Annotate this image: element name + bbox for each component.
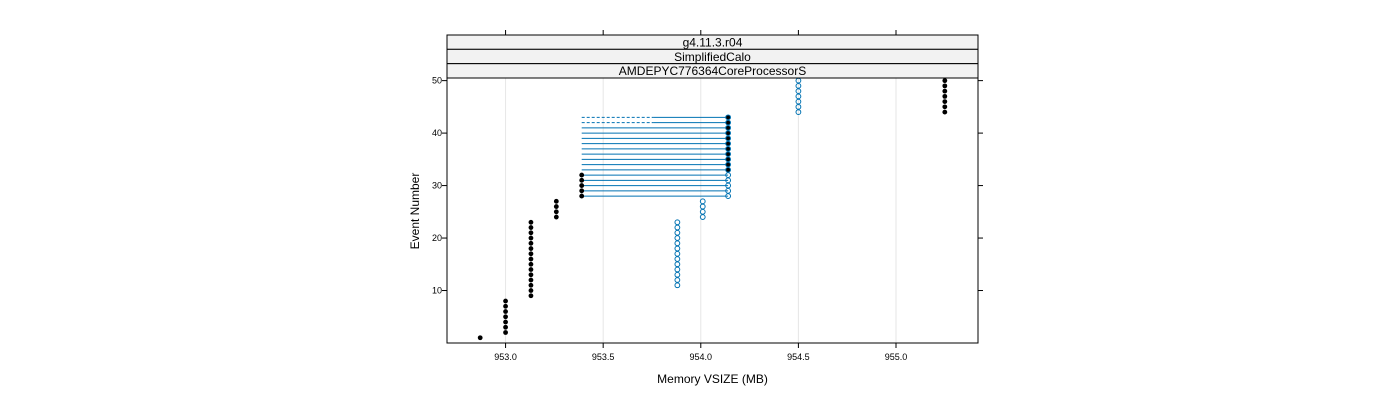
point-blue-6 — [674, 250, 681, 257]
point-black-40 — [725, 125, 731, 131]
strip-2-label: SimplifiedCalo — [674, 50, 751, 64]
point-blue-1 — [674, 277, 681, 283]
point-black-12 — [528, 272, 534, 278]
point-black-44 — [942, 104, 948, 110]
point-black-34 — [725, 156, 731, 162]
point-black-13 — [528, 267, 534, 272]
point-black-37 — [725, 141, 731, 146]
x-axis: 953.0 953.5 954.0 954.5 955.0 — [494, 30, 907, 362]
point-black-33 — [725, 162, 731, 167]
point-blue-7 — [674, 245, 681, 252]
y-axis-title: Event Number — [408, 173, 422, 250]
point-black-26 — [553, 198, 559, 204]
point-black-32 — [725, 167, 731, 173]
y-axis: 10 20 30 40 50 — [432, 76, 983, 296]
point-blue-2 — [674, 271, 681, 278]
point-black-35 — [725, 151, 731, 157]
point-black-2 — [503, 324, 508, 330]
strip-3-label: AMDEPYC776364CoreProcessorS — [619, 64, 806, 78]
strip-1: g4.11.3.r04 — [446, 34, 979, 50]
point-blue-8 — [674, 240, 681, 247]
point-black-28 — [579, 188, 585, 194]
point-black-9 — [528, 288, 534, 293]
point-black-7 — [503, 298, 508, 304]
point-black-43 — [942, 109, 948, 115]
y-tick-label-4: 50 — [432, 76, 442, 86]
point-black-24 — [553, 209, 559, 215]
point-black-1 — [503, 330, 508, 335]
point-black-38 — [725, 135, 731, 141]
point-black-29 — [579, 183, 585, 188]
x-tick-label-0: 953.0 — [494, 352, 517, 362]
x-tick-label-4: 955.0 — [885, 352, 908, 362]
point-blue-0 — [674, 282, 681, 289]
point-blue-32 — [725, 114, 732, 121]
point-black-8 — [528, 293, 534, 299]
y-tick-label-0: 10 — [432, 286, 442, 296]
y-tick-label-1: 20 — [432, 233, 442, 243]
point-black-11 — [528, 277, 534, 283]
point-black-41 — [725, 120, 731, 126]
point-black-5 — [503, 309, 508, 314]
x-tick-label-3: 954.5 — [787, 352, 810, 362]
y-tick-label-3: 40 — [432, 128, 442, 138]
x-axis-title: Memory VSIZE (MB) — [657, 372, 768, 386]
plot-panel — [446, 77, 979, 344]
point-black-18 — [528, 240, 534, 246]
point-black-42 — [725, 114, 731, 120]
point-black-48 — [942, 83, 948, 89]
strip-2: SimplifiedCalo — [446, 48, 979, 65]
point-black-27 — [579, 193, 585, 199]
point-black-20 — [528, 230, 534, 236]
point-black-31 — [579, 172, 585, 178]
point-blue-3 — [674, 266, 681, 273]
point-black-14 — [528, 261, 534, 267]
point-black-4 — [503, 314, 508, 320]
x-tick-label-1: 953.5 — [592, 352, 615, 362]
point-blue-5 — [674, 256, 681, 262]
point-blue-4 — [674, 261, 681, 268]
point-blue-10 — [674, 229, 681, 236]
point-black-21 — [528, 225, 534, 230]
strip-3: AMDEPYC776364CoreProcessorS — [446, 63, 979, 79]
point-blue-12 — [674, 219, 681, 226]
point-black-49 — [942, 78, 948, 84]
point-blue-16 — [699, 198, 706, 205]
point-black-46 — [942, 93, 948, 99]
point-black-47 — [942, 88, 948, 94]
point-black-23 — [553, 214, 559, 220]
point-black-3 — [503, 319, 508, 325]
point-black-30 — [579, 177, 585, 183]
connector-lines — [581, 116, 729, 197]
data-points — [477, 77, 948, 341]
point-blue-9 — [674, 235, 681, 241]
point-black-39 — [725, 130, 731, 136]
point-black-22 — [528, 219, 534, 225]
x-tick-label-2: 954.0 — [690, 352, 713, 362]
point-black-0 — [477, 335, 483, 341]
strip-1-label: g4.11.3.r04 — [683, 36, 743, 50]
point-black-16 — [528, 251, 534, 257]
point-black-19 — [528, 235, 534, 241]
point-black-10 — [528, 282, 534, 288]
point-black-15 — [528, 256, 534, 262]
point-black-17 — [528, 246, 534, 251]
point-black-45 — [942, 99, 948, 105]
point-blue-11 — [674, 224, 681, 231]
point-black-25 — [553, 204, 559, 209]
y-tick-label-2: 30 — [432, 181, 442, 191]
point-black-36 — [725, 146, 731, 152]
point-black-6 — [503, 303, 508, 309]
